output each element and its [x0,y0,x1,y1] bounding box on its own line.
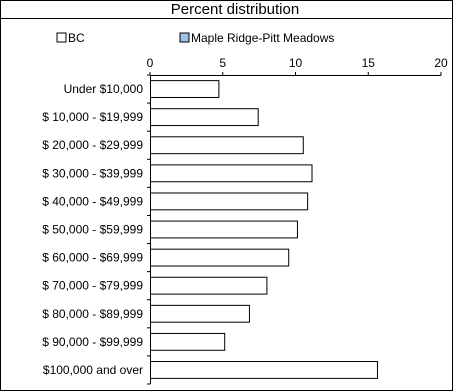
category-label: $ 20,000 - $29,999 [42,138,143,152]
bars [150,80,378,379]
x-tick-label: 20 [434,56,448,70]
category-label: $ 90,000 - $99,999 [42,335,143,349]
bar-bc [150,108,259,127]
legend: BC Maple Ridge-Pitt Meadows [56,31,334,45]
category-labels: Under $10,000 $ 10,000 - $19,999 $ 20,000 … [42,82,143,377]
category-label: $ 80,000 - $89,999 [42,307,143,321]
x-tick-label: 5 [219,56,226,70]
bar-bc [150,276,268,295]
legend-label-maple-ridge: Maple Ridge-Pitt Meadows [191,31,334,45]
x-tick-label: 0 [147,56,154,70]
category-label: $ 70,000 - $79,999 [42,279,143,293]
bar-bc [150,332,226,351]
x-tick-label: 15 [362,56,376,70]
bar-bc [150,164,313,183]
x-axis: 0 5 10 15 20 [147,56,448,76]
x-tick-label: 10 [289,56,303,70]
bar-bc [150,220,298,239]
bar-bc [150,361,378,379]
category-label: $100,000 and over [43,363,143,377]
legend-label-bc: BC [68,31,85,45]
chart-title: Percent distribution [171,1,299,18]
category-label: Under $10,000 [64,82,144,96]
legend-swatch-bc [56,32,67,43]
bar-bc [150,248,290,267]
legend-swatch-maple-ridge [179,32,190,43]
category-label: $ 60,000 - $69,999 [42,251,143,265]
bar-bc [150,80,220,98]
category-label: $ 50,000 - $59,999 [42,223,143,237]
category-label: $ 10,000 - $19,999 [42,110,143,124]
bar-bc [150,304,250,323]
bar-bc [150,136,304,155]
bar-bc [150,192,309,211]
category-label: $ 30,000 - $39,999 [42,166,143,180]
category-label: $ 40,000 - $49,999 [42,194,143,208]
